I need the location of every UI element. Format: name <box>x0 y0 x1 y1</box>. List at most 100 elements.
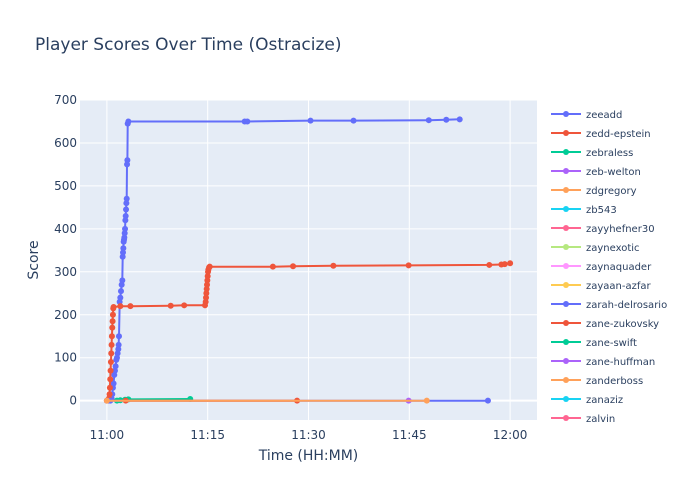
legend-swatch-marker <box>563 149 569 155</box>
legend-swatch-marker <box>563 130 569 136</box>
legend-item-zalvin[interactable]: zalvin <box>551 414 615 425</box>
legend-swatch-marker <box>563 301 569 307</box>
data-point <box>425 117 432 124</box>
legend-item-zdgregory[interactable]: zdgregory <box>551 186 637 197</box>
legend-swatch-marker <box>563 415 569 421</box>
legend-item-zanaziz[interactable]: zanaziz <box>551 395 623 406</box>
grid-lines <box>80 99 537 420</box>
legend-label: zanaziz <box>586 395 623 406</box>
legend-swatch-marker <box>563 263 569 269</box>
legend-swatch-marker <box>563 168 569 174</box>
data-point <box>203 285 210 292</box>
data-point <box>108 341 115 348</box>
legend-label: zebraless <box>586 148 633 159</box>
data-point <box>119 253 126 260</box>
plot-series <box>103 116 514 404</box>
legend-item-zane-zukovsky[interactable]: zane-zukovsky <box>551 319 659 330</box>
data-point <box>117 288 124 295</box>
legend-item-zarah-delrosario[interactable]: zarah-delrosario <box>551 300 667 311</box>
data-point <box>122 225 129 232</box>
data-point <box>501 261 508 268</box>
data-point <box>330 262 337 269</box>
data-point <box>203 294 210 301</box>
legend-item-zane-swift[interactable]: zane-swift <box>551 338 637 349</box>
legend[interactable]: zeeadd zedd-epstein zebraless zeb-welton zdg… <box>551 110 667 425</box>
data-point <box>120 249 127 256</box>
y-axis-title: Score <box>26 240 42 279</box>
legend-label: zedd-epstein <box>586 129 651 140</box>
legend-swatch-marker <box>563 244 569 250</box>
data-point <box>125 118 132 125</box>
data-point <box>107 367 114 374</box>
y-tick-label: 100 <box>54 351 77 365</box>
data-point <box>123 200 130 207</box>
y-tick-label: 700 <box>54 93 77 107</box>
legend-swatch-marker <box>563 111 569 117</box>
data-point <box>117 303 124 310</box>
data-point <box>350 117 357 124</box>
data-point <box>121 234 128 241</box>
data-point <box>486 261 493 268</box>
legend-swatch-marker <box>563 358 569 364</box>
data-point <box>456 116 463 123</box>
data-point <box>110 304 117 311</box>
data-point <box>127 303 134 310</box>
data-point <box>484 397 491 404</box>
y-tick-label: 200 <box>54 308 77 322</box>
y-tick-label: 300 <box>54 265 77 279</box>
legend-label: zaynaquader <box>586 262 652 273</box>
data-point <box>204 273 211 280</box>
legend-swatch-marker <box>563 206 569 212</box>
legend-item-zaynaquader[interactable]: zaynaquader <box>551 262 652 273</box>
data-point <box>103 397 110 404</box>
x-tick-label: 11:15 <box>190 428 225 442</box>
legend-label: zalvin <box>586 414 615 425</box>
data-point <box>110 380 117 387</box>
legend-item-zaynexotic[interactable]: zaynexotic <box>551 243 640 254</box>
legend-item-zeeadd[interactable]: zeeadd <box>551 110 622 121</box>
legend-item-zebraless[interactable]: zebraless <box>551 148 633 159</box>
data-point <box>107 376 114 383</box>
x-tick-label: 12:00 <box>493 428 528 442</box>
x-tick-label: 11:00 <box>90 428 125 442</box>
legend-label: zeb-welton <box>586 167 641 178</box>
data-point <box>109 311 116 318</box>
data-point <box>206 263 213 270</box>
data-point <box>405 262 412 269</box>
y-tick-label: 600 <box>54 136 77 150</box>
series-zeeadd <box>103 116 463 404</box>
legend-label: zeeadd <box>586 110 622 121</box>
legend-swatch-marker <box>563 225 569 231</box>
data-point <box>203 290 210 297</box>
legend-item-zane-huffman[interactable]: zane-huffman <box>551 357 655 368</box>
legend-item-zayyhefner30[interactable]: zayyhefner30 <box>551 224 655 235</box>
legend-swatch-marker <box>563 187 569 193</box>
legend-item-zedd-epstein[interactable]: zedd-epstein <box>551 129 651 140</box>
data-point <box>117 294 124 301</box>
data-point <box>181 302 188 309</box>
data-point <box>123 206 130 213</box>
legend-label: zane-huffman <box>586 357 655 368</box>
legend-swatch-marker <box>563 320 569 326</box>
data-point <box>123 195 130 202</box>
legend-label: zayaan-azfar <box>586 281 652 292</box>
legend-item-zayaan-azfar[interactable]: zayaan-azfar <box>551 281 652 292</box>
legend-label: zb543 <box>586 205 617 216</box>
data-point <box>269 263 276 270</box>
x-tick-labels: 11:00 11:15 11:30 11:45 12:00 <box>90 428 528 442</box>
legend-item-zb543[interactable]: zb543 <box>551 205 617 216</box>
legend-item-zeb-welton[interactable]: zeb-welton <box>551 167 641 178</box>
legend-label: zarah-delrosario <box>586 300 667 311</box>
series-zanderboss <box>103 397 430 404</box>
data-point <box>167 302 174 309</box>
data-point <box>109 324 116 331</box>
data-point <box>106 384 113 391</box>
data-point <box>202 298 209 305</box>
legend-item-zanderboss[interactable]: zanderboss <box>551 376 643 387</box>
y-tick-label: 400 <box>54 222 77 236</box>
data-point <box>121 230 128 237</box>
data-point <box>108 333 115 340</box>
series-zedd-epstein <box>103 260 514 404</box>
